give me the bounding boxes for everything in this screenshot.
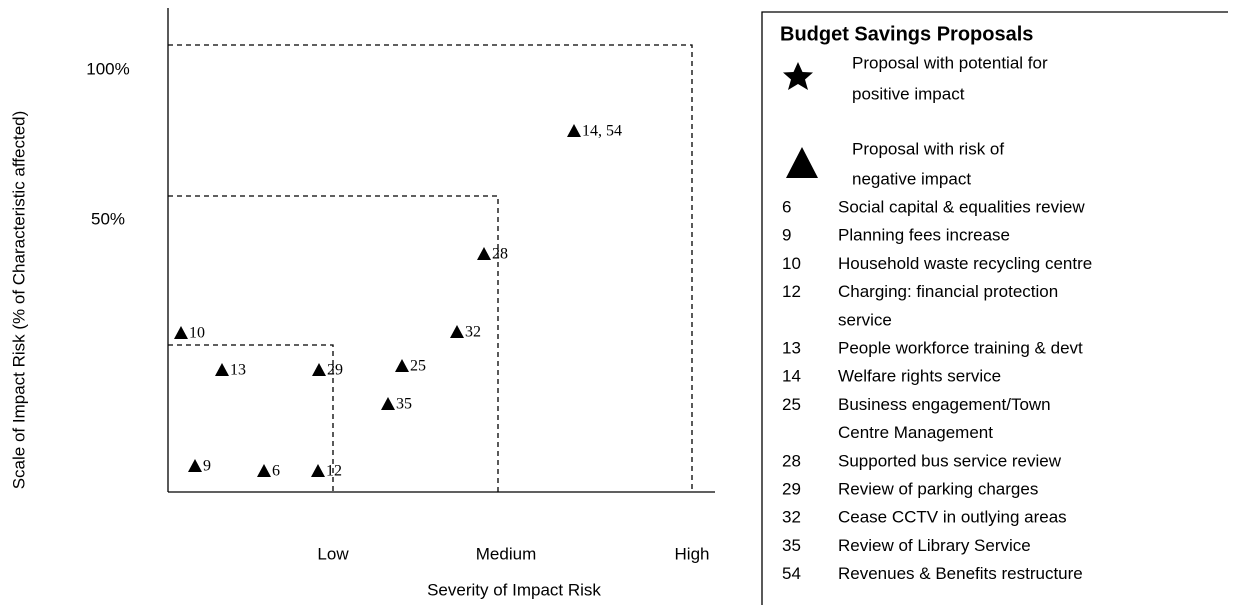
legend-text: Supported bus service review (838, 451, 1062, 470)
y-tick-label: 50% (91, 209, 125, 228)
legend-text: Planning fees increase (838, 226, 1010, 245)
triangle-point (477, 247, 491, 260)
low-box (168, 344, 334, 492)
legend-text: Review of parking charges (838, 479, 1038, 498)
legend-text: Social capital & equalities review (838, 197, 1085, 216)
high-box (168, 44, 693, 492)
legend-text: People workforce training & devt (838, 338, 1083, 357)
point-label: 13 (230, 362, 246, 379)
triangle-symbol (786, 147, 818, 178)
triangle-point (567, 124, 581, 137)
legend-text: Revenues & Benefits restructure (838, 564, 1083, 583)
legend-number: 54 (782, 564, 801, 583)
triangle-point (450, 325, 464, 338)
point-label: 9 (203, 458, 211, 475)
star-symbol (783, 62, 813, 90)
legend-text: Business engagement/Town (838, 395, 1051, 414)
triangle-point (395, 359, 409, 372)
triangle-point (215, 363, 229, 376)
point-label: 32 (465, 324, 481, 341)
legend-frame (761, 11, 1228, 605)
triangle-point (381, 397, 395, 410)
x-axis-label: Severity of Impact Risk (427, 580, 601, 599)
legend-number: 29 (782, 479, 801, 498)
triangle-point (257, 464, 271, 477)
medium-box (168, 195, 499, 492)
legend-text: Cease CCTV in outlying areas (838, 508, 1067, 527)
point-label: 28 (492, 246, 508, 263)
legend-number: 28 (782, 451, 801, 470)
legend-number: 6 (782, 197, 791, 216)
legend-number: 32 (782, 508, 801, 527)
point-label: 6 (272, 463, 280, 480)
legend-number: 12 (782, 282, 801, 301)
legend-text: Review of Library Service (838, 536, 1031, 555)
legend-number: 25 (782, 395, 801, 414)
legend-symbol-text: negative impact (852, 169, 971, 188)
legend-title: Budget Savings Proposals (780, 23, 1033, 45)
point-label: 35 (396, 396, 412, 413)
legend-symbol-text: Proposal with risk of (852, 139, 1004, 158)
point-label: 25 (410, 358, 426, 375)
y-tick-label: 100% (86, 59, 129, 78)
legend-text: Charging: financial protection (838, 282, 1058, 301)
legend-number: 14 (782, 367, 801, 386)
point-label: 10 (189, 325, 205, 342)
legend-symbol-text: Proposal with potential for (852, 53, 1048, 72)
legend-text: Centre Management (838, 423, 993, 442)
legend-number: 13 (782, 338, 801, 357)
x-tick-label: Medium (476, 544, 536, 563)
legend-symbol-text: positive impact (852, 84, 965, 103)
legend-number: 35 (782, 536, 801, 555)
triangle-point (311, 464, 325, 477)
y-axis-label: Scale of Impact Risk (% of Characteristi… (9, 111, 28, 490)
triangle-point (312, 363, 326, 376)
legend-text: Household waste recycling centre (838, 254, 1092, 273)
legend-text: service (838, 310, 892, 329)
point-label: 12 (326, 463, 342, 480)
x-tick-label: High (675, 544, 710, 563)
legend-number: 10 (782, 254, 801, 273)
point-label: 14, 54 (582, 123, 622, 140)
x-tick-label: Low (317, 544, 349, 563)
triangle-point (188, 459, 202, 472)
legend-text: Welfare rights service (838, 367, 1001, 386)
legend-number: 9 (782, 226, 791, 245)
point-label: 29 (327, 362, 343, 379)
triangle-point (174, 326, 188, 339)
